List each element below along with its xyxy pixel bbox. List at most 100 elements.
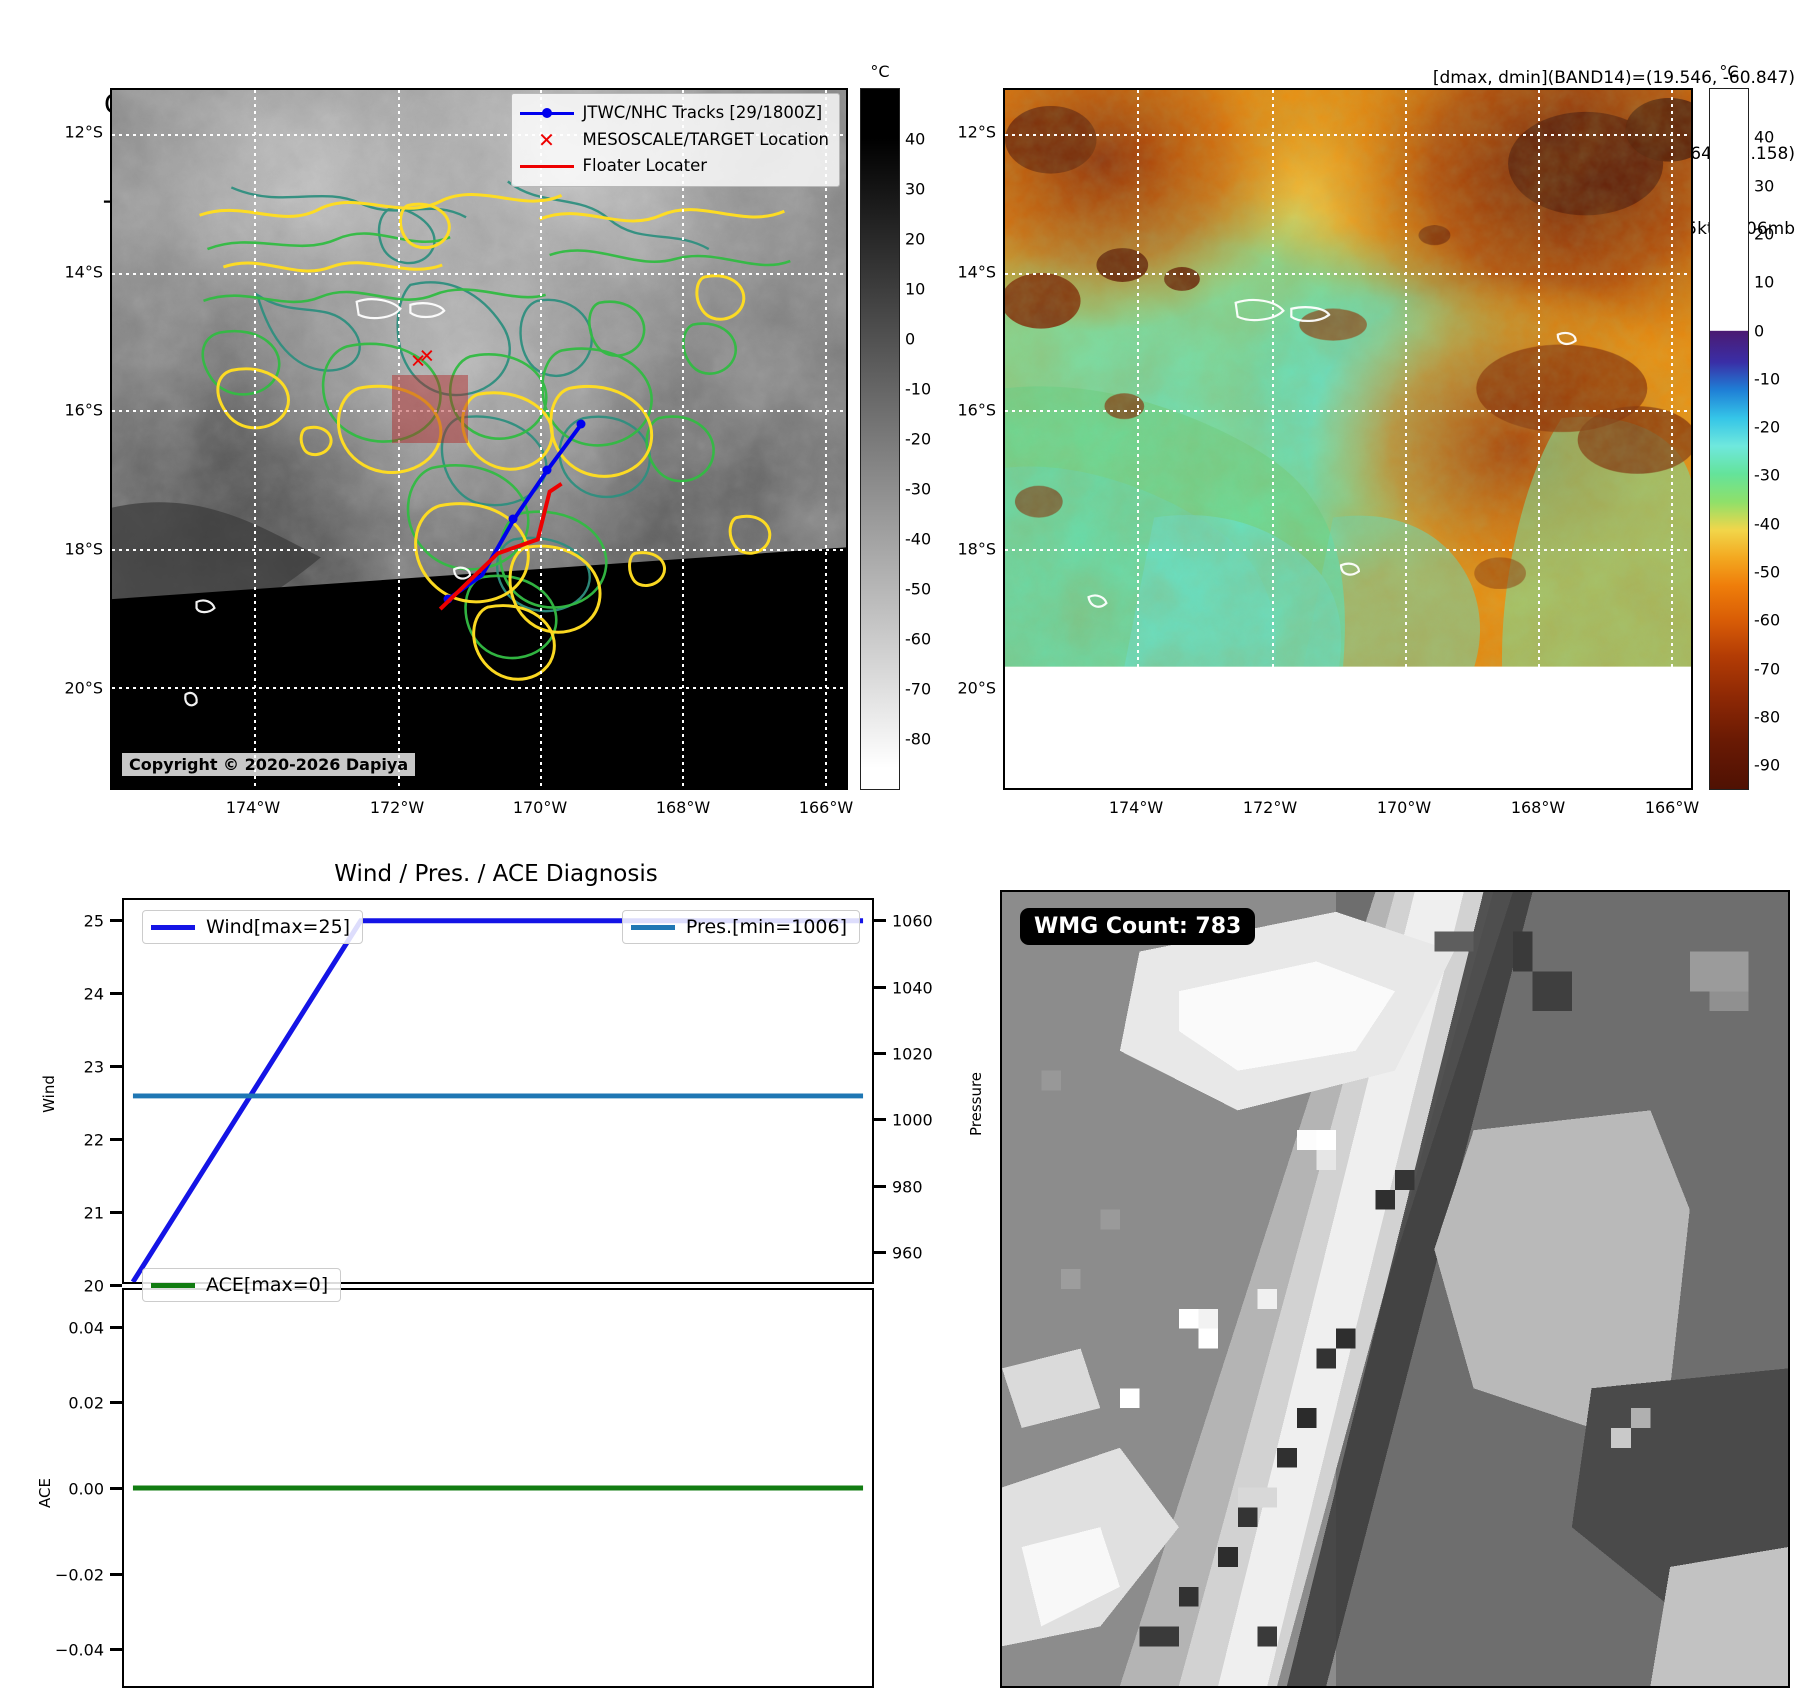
- legend-label-tracks: JTWC/NHC Tracks [29/1800Z]: [582, 103, 823, 122]
- ir-cb-tick: -80: [905, 729, 932, 749]
- gridline-lon-170w: [1404, 90, 1407, 788]
- pressure-ytick: 1040: [892, 978, 933, 998]
- awv-cb-tick: -90: [1754, 755, 1781, 775]
- wind-tickmark: [110, 919, 122, 922]
- awv-cb-tick: -30: [1754, 465, 1781, 485]
- mesoscale-target-marker: ✕: [410, 350, 427, 373]
- awv-lat-tick: 14°S: [957, 262, 996, 282]
- legend-item-target: ✕ MESOSCALE/TARGET Location: [520, 127, 829, 154]
- awv-lat-tick: 12°S: [957, 122, 996, 142]
- ir-lon-tick: 170°W: [512, 798, 568, 817]
- map-legend: JTWC/NHC Tracks [29/1800Z] ✕ MESOSCALE/T…: [510, 93, 840, 188]
- awv-lat-tick: 16°S: [957, 400, 996, 420]
- awv-lon-tick: 168°W: [1510, 798, 1566, 817]
- wind-pressure-axes[interactable]: Wind[max=25] Pres.[min=1006]: [122, 898, 874, 1284]
- gridline-lon-166w: [824, 90, 827, 788]
- awv-cb-tick: 10: [1754, 272, 1775, 292]
- wind-legend: Wind[max=25]: [142, 910, 364, 944]
- pressure-tickmark: [874, 1251, 886, 1254]
- ir-lon-tick: 168°W: [655, 798, 711, 817]
- floater-sector-box: [392, 374, 468, 444]
- wmg-cell-matrix: [1002, 892, 1788, 1686]
- awv-cb-tick: 40: [1754, 127, 1775, 147]
- wmg-grid-image[interactable]: WMG Count: 783: [1000, 890, 1790, 1688]
- ace-legend-label: ACE[max=0]: [206, 1274, 329, 1296]
- track-point: [508, 514, 518, 524]
- gridline-lat-14s: [1005, 272, 1691, 275]
- ir-cb-tick: -40: [905, 529, 932, 549]
- pressure-ytick: 980: [892, 1177, 923, 1197]
- wind-axis-label: Wind: [39, 1075, 58, 1113]
- wind-tickmark: [110, 1065, 122, 1068]
- legend-item-tracks: JTWC/NHC Tracks [29/1800Z]: [519, 100, 829, 127]
- ir-lat-tick: 18°S: [64, 539, 103, 559]
- wind-tickmark: [110, 1211, 122, 1214]
- ace-legend: ACE[max=0]: [142, 1268, 342, 1302]
- awv-cb-tick: 20: [1754, 224, 1775, 244]
- awv-map-image[interactable]: [1003, 88, 1693, 790]
- awv-lat-tick: 18°S: [957, 539, 996, 559]
- ir-cloud-field: [112, 90, 846, 788]
- awv-cb-tick: -50: [1754, 562, 1781, 582]
- ir-cb-tick: -60: [905, 629, 932, 649]
- wind-ytick: 21: [83, 1203, 104, 1223]
- ace-ytick: 0.00: [68, 1479, 104, 1499]
- wind-pressure-series: [130, 918, 864, 1282]
- awv-cb-tick: -40: [1754, 514, 1781, 534]
- ir-lat-tick: 12°S: [64, 122, 103, 142]
- ir-cb-tick: 10: [905, 279, 926, 299]
- pressure-tickmark: [874, 919, 886, 922]
- pressure-ytick: 1020: [892, 1044, 933, 1064]
- wind-ytick: 25: [83, 911, 104, 931]
- ir-cb-tick: 20: [905, 229, 926, 249]
- ace-tickmark: [110, 1326, 122, 1329]
- ir-cb-tick: -50: [905, 579, 932, 599]
- awv-lon-tick: 166°W: [1644, 798, 1700, 817]
- ir-cb-tick: 0: [905, 329, 916, 349]
- x-marker-icon: ✕: [538, 128, 555, 153]
- ace-tickmark: [110, 1401, 122, 1404]
- wind-tickmark: [110, 1284, 122, 1287]
- ir-cb-tick: -10: [905, 379, 932, 399]
- gridline-lon-172w: [1271, 90, 1274, 788]
- pressure-tickmark: [874, 986, 886, 989]
- ace-axes[interactable]: ACE[max=0]: [122, 1268, 874, 1688]
- ace-axis-label: ACE: [35, 1478, 54, 1508]
- pressure-ytick: 1000: [892, 1110, 933, 1130]
- ace-ytick: −0.04: [54, 1640, 104, 1660]
- ir-cb-tick: -70: [905, 679, 932, 699]
- pressure-tickmark: [874, 1185, 886, 1188]
- ir-cb-tick: 30: [905, 179, 926, 199]
- pressure-ytick: 1060: [892, 911, 933, 931]
- ir-cb-tick: -30: [905, 479, 932, 499]
- ace-ytick: 0.02: [68, 1393, 104, 1413]
- ir-map-image[interactable]: ✕ ✕ JTWC/NHC Tracks [29/1800Z] ✕ MESOSCA…: [110, 88, 848, 790]
- awv-lon-tick: 172°W: [1242, 798, 1298, 817]
- wind-ytick: 24: [83, 984, 104, 1004]
- ace-ytick: −0.02: [54, 1565, 104, 1585]
- gridline-lat-16s: [1005, 410, 1691, 413]
- gridline-lat-20s: [112, 686, 846, 689]
- pressure-axis-label: Pressure: [967, 1071, 986, 1137]
- awv-lon-tick: 170°W: [1376, 798, 1432, 817]
- ir-cb-tick: -20: [905, 429, 932, 449]
- wind-tickmark: [110, 1138, 122, 1141]
- wind-ytick: 22: [83, 1130, 104, 1150]
- gridline-lat-12s: [112, 133, 846, 136]
- ir-colorbar-unit: °C: [870, 62, 890, 81]
- ace-series: [132, 1485, 864, 1491]
- ir-cb-tick: 40: [905, 129, 926, 149]
- awv-cb-tick: -10: [1754, 369, 1781, 389]
- floater-locater-line: [438, 482, 563, 611]
- ir-lat-tick: 16°S: [64, 400, 103, 420]
- pressure-legend: Pres.[min=1006]: [621, 910, 860, 944]
- pressure-tickmark: [874, 1052, 886, 1055]
- ace-tickmark: [110, 1648, 122, 1651]
- legend-item-floater: Floater Locater: [519, 153, 829, 180]
- track-point: [576, 419, 586, 429]
- ir-lon-tick: 174°W: [225, 798, 281, 817]
- pressure-series-swatch: [630, 924, 675, 930]
- gridline-lat-18s: [1005, 548, 1691, 551]
- wmg-count-badge: WMG Count: 783: [1020, 908, 1256, 945]
